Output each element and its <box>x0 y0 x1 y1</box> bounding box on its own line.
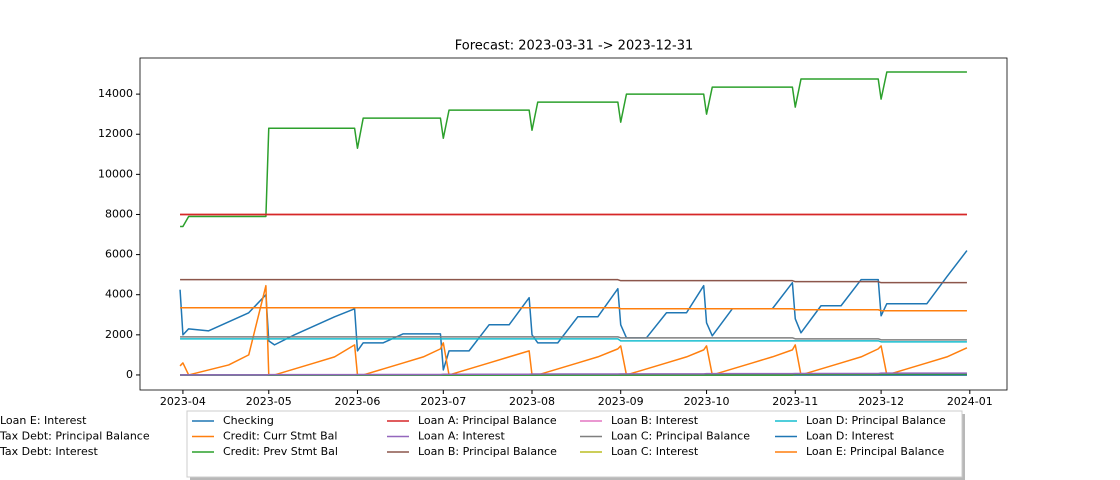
y-tick-label: 0 <box>126 368 133 381</box>
series-line <box>180 336 967 341</box>
legend-label: Loan D: Interest <box>806 430 895 443</box>
series-line <box>179 284 968 376</box>
x-tick-label: 2023-09 <box>598 395 644 408</box>
y-tick-label: 10000 <box>98 167 133 180</box>
series-line <box>180 278 967 284</box>
y-tick-label: 2000 <box>105 328 133 341</box>
x-tick-label: 2023-11 <box>772 395 818 408</box>
legend-label: Loan A: Interest <box>418 430 505 443</box>
x-tick-label: 2023-08 <box>509 395 555 408</box>
legend-label: Credit: Curr Stmt Bal <box>223 430 337 443</box>
series-line <box>180 338 967 343</box>
series-line <box>180 307 967 312</box>
x-tick-label: 2023-04 <box>160 395 206 408</box>
y-tick-label: 12000 <box>98 127 133 140</box>
legend-box <box>186 410 963 478</box>
x-tick-label: 2023-12 <box>858 395 904 408</box>
x-tick-label: 2023-05 <box>246 395 292 408</box>
y-tick-label: 8000 <box>105 207 133 220</box>
legend-label: Loan C: Interest <box>611 445 699 458</box>
y-tick-label: 4000 <box>105 288 133 301</box>
legend-label: Loan A: Principal Balance <box>418 414 557 427</box>
series-line <box>180 372 967 376</box>
legend-label: Credit: Prev Stmt Bal <box>223 445 338 458</box>
x-tick-label: 2023-06 <box>334 395 380 408</box>
legend-label: Loan B: Principal Balance <box>418 445 557 458</box>
legend-label: Loan E: Principal Balance <box>806 445 945 458</box>
plot-frame <box>139 57 1008 391</box>
x-tick-label: 2024-01 <box>947 395 993 408</box>
legend-label: Loan C: Principal Balance <box>611 430 750 443</box>
y-tick-label: 14000 <box>98 87 133 100</box>
series-line <box>179 250 968 371</box>
legend-label: Loan D: Principal Balance <box>806 414 946 427</box>
legend-label: Loan E: Interest <box>0 414 87 427</box>
legend: Checking Credit: Curr Stmt Bal Credit: Pre… <box>0 410 965 480</box>
x-tick-label: 2023-07 <box>420 395 466 408</box>
x-tick-label: 2023-10 <box>684 395 730 408</box>
legend-label: Checking <box>223 414 274 427</box>
chart-title: Forecast: 2023-03-31 -> 2023-12-31 <box>455 39 693 54</box>
y-tick-label: 6000 <box>105 248 133 261</box>
legend-label: Tax Debt: Principal Balance <box>0 430 150 443</box>
series-line <box>180 71 967 228</box>
legend-label: Tax Debt: Interest <box>0 445 98 458</box>
legend-label: Loan B: Interest <box>611 414 699 427</box>
